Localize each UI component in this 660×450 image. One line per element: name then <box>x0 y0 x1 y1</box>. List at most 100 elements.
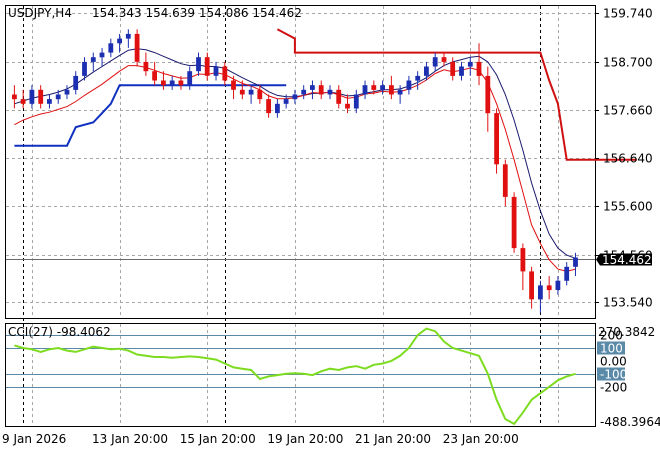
candle-bull <box>415 75 421 81</box>
candle-bull <box>353 94 359 109</box>
candle-bull <box>310 85 315 90</box>
candle-bear <box>239 89 245 95</box>
candle-bear <box>345 103 350 109</box>
current-price-marker: 154.462 <box>596 253 652 267</box>
candle-bull <box>327 89 333 95</box>
candle-bull <box>573 257 578 267</box>
candle-bear <box>178 80 184 86</box>
candle-bull <box>380 85 385 90</box>
candle-bull <box>55 94 61 100</box>
candle-bear <box>134 33 140 62</box>
cci-level-label: 0.00 <box>600 355 627 369</box>
candle-bear <box>476 61 482 76</box>
candle-bear <box>450 61 456 76</box>
price-axis: 159.740158.700157.660156.640155.600154.5… <box>595 7 653 310</box>
candle-bull <box>301 89 307 95</box>
candle-bear <box>12 94 17 100</box>
candle-bull <box>397 89 403 95</box>
time-tick-label: 21 Jan 20:00 <box>355 432 431 446</box>
candle-bull <box>47 99 52 104</box>
candle-bear <box>38 89 44 104</box>
candlestick-series <box>12 29 578 314</box>
candle-bull <box>362 85 368 95</box>
candle-bull <box>538 285 543 300</box>
chart-ohlc-values: 154.343 154.639 154.086 154.462 <box>92 6 302 20</box>
cci-indicator-label: CCI(27) -98.4062 <box>8 325 111 339</box>
candle-bear <box>204 57 210 76</box>
candle-bull <box>82 61 87 76</box>
candle-bear <box>257 89 263 100</box>
candle-bear <box>511 196 517 249</box>
cci-level-box <box>597 367 625 381</box>
current-price-box <box>596 253 652 266</box>
candle-bull <box>406 80 412 90</box>
candle-bull <box>248 89 254 95</box>
cci-scale-min: -488.3964 <box>600 415 660 429</box>
candle-bull <box>213 66 219 76</box>
cci-level-label: 100 <box>600 342 623 356</box>
cci-series <box>14 327 576 426</box>
candle-bull <box>125 33 131 39</box>
cci-scale-max: 270.3842 <box>598 325 655 339</box>
candle-bull <box>292 94 298 100</box>
candle-bull <box>108 43 114 53</box>
price-tick-label: 155.600 <box>603 200 653 214</box>
candle-bear <box>389 85 394 95</box>
stop-line-resistance <box>276 28 637 161</box>
candle-bear <box>529 271 534 300</box>
candle-bull <box>29 89 35 104</box>
candle-bull <box>432 57 438 67</box>
cci-level-box <box>597 341 625 355</box>
candle-bear <box>143 61 149 72</box>
stop-line-support <box>14 84 287 147</box>
candle-bear <box>266 99 271 114</box>
candle-bear <box>152 71 157 81</box>
candle-bull <box>459 66 464 76</box>
candle-bull <box>169 80 175 86</box>
candle-bull <box>99 52 105 58</box>
candle-bull <box>424 66 429 76</box>
candle-bear <box>231 80 236 90</box>
price-tick-label: 158.700 <box>603 56 653 70</box>
time-tick-label: 9 Jan 2026 <box>2 432 66 446</box>
candle-bull <box>187 71 193 86</box>
candle-bull <box>117 38 122 44</box>
candle-bull <box>275 103 280 114</box>
price-tick-label: 153.540 <box>603 296 653 310</box>
candle-bear <box>371 85 377 90</box>
candle-bear <box>318 85 324 95</box>
time-tick-label: 19 Jan 20:00 <box>267 432 343 446</box>
candle-bull <box>90 57 96 62</box>
candle-bear <box>485 75 491 114</box>
candle-bull <box>64 89 70 95</box>
cci-line <box>14 327 576 426</box>
candle-bull <box>555 280 561 290</box>
time-tick-label: 13 Jan 20:00 <box>92 432 168 446</box>
candle-bear <box>222 66 228 81</box>
candle-bear <box>20 99 26 104</box>
chart-symbol-title: USDJPY,H4 <box>8 6 72 20</box>
candle-bear <box>336 89 342 104</box>
cci-level-label: 200 <box>600 329 623 343</box>
time-tick-label: 23 Jan 20:00 <box>443 432 519 446</box>
candle-bull <box>564 266 570 281</box>
candle-bear <box>161 80 166 86</box>
time-tick-label: 15 Jan 20:00 <box>180 432 256 446</box>
cci-level-label: -100 <box>600 368 627 382</box>
candle-bull <box>196 57 201 72</box>
candle-bear <box>520 248 526 272</box>
stop-lines <box>14 28 637 161</box>
price-tick-label: 157.660 <box>603 104 653 118</box>
cci-level-label: -200 <box>600 381 627 395</box>
candle-bull <box>283 99 289 104</box>
candle-bear <box>546 285 552 291</box>
candle-bull <box>73 75 79 90</box>
cci-plot-frame <box>5 323 596 427</box>
time-axis: 9 Jan 2026 13 Jan 20:00 15 Jan 20:00 19 Jan… <box>2 432 519 446</box>
candle-bear <box>441 57 447 62</box>
price-tick-label: 156.640 <box>603 152 653 166</box>
price-tick-label: 159.740 <box>603 7 653 21</box>
